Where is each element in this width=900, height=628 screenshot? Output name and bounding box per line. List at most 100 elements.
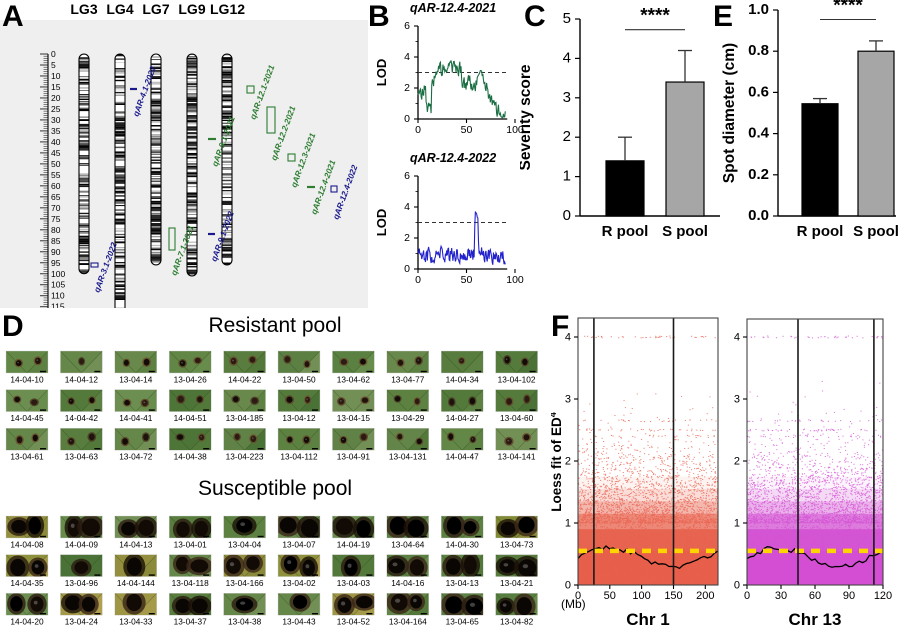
svg-text:13-04-15: 13-04-15 (337, 413, 371, 423)
svg-text:13-04-96: 13-04-96 (65, 578, 99, 588)
svg-text:6: 6 (404, 170, 410, 182)
svg-text:0: 0 (404, 263, 410, 275)
svg-text:0: 0 (734, 580, 740, 592)
svg-text:13-04-112: 13-04-112 (280, 452, 318, 462)
svg-text:14-04-12: 14-04-12 (65, 375, 99, 385)
svg-text:13-04-102: 13-04-102 (498, 375, 536, 385)
svg-text:13-04-21: 13-04-21 (500, 578, 534, 588)
svg-text:1.0: 1.0 (748, 1, 769, 18)
svg-text:10: 10 (51, 71, 61, 81)
svg-text:45: 45 (51, 148, 61, 158)
svg-text:85: 85 (51, 236, 61, 246)
svg-text:13-04-38: 13-04-38 (228, 617, 262, 627)
svg-text:1: 1 (734, 518, 740, 530)
svg-text:30: 30 (51, 115, 61, 125)
svg-text:13-04-60: 13-04-60 (500, 413, 534, 423)
svg-text:14-04-41: 14-04-41 (119, 413, 153, 423)
svg-text:13-04-33: 13-04-33 (119, 617, 153, 627)
svg-text:14-04-30: 14-04-30 (446, 540, 480, 550)
svg-text:S pool: S pool (853, 223, 899, 240)
svg-text:0: 0 (404, 113, 410, 125)
svg-text:150: 150 (664, 590, 682, 602)
svg-text:S pool: S pool (662, 223, 708, 240)
svg-text:60: 60 (51, 181, 61, 191)
svg-text:35: 35 (51, 126, 61, 136)
svg-text:13-04-185: 13-04-185 (226, 413, 264, 423)
svg-text:65: 65 (51, 192, 61, 202)
svg-text:14-04-35: 14-04-35 (10, 578, 44, 588)
svg-text:****: **** (640, 6, 670, 27)
svg-text:0: 0 (415, 274, 421, 286)
svg-text:Severity score: Severity score (520, 64, 534, 170)
svg-text:13-04-37: 13-04-37 (174, 617, 208, 627)
svg-text:2: 2 (404, 82, 410, 94)
svg-text:14-04-19: 14-04-19 (337, 540, 371, 550)
svg-text:6: 6 (404, 20, 410, 32)
svg-text:5: 5 (51, 60, 56, 70)
svg-text:****: **** (833, 0, 863, 17)
svg-text:90: 90 (51, 247, 61, 257)
svg-text:70: 70 (51, 203, 61, 213)
svg-text:13-04-12: 13-04-12 (282, 413, 316, 423)
svg-text:3: 3 (565, 394, 571, 406)
svg-text:3: 3 (734, 394, 740, 406)
svg-text:200: 200 (696, 590, 714, 602)
svg-text:4: 4 (734, 332, 740, 344)
svg-text:Spot diameter (cm): Spot diameter (cm) (721, 43, 738, 183)
svg-text:13-04-26: 13-04-26 (174, 375, 208, 385)
svg-text:14-04-16: 14-04-16 (391, 578, 425, 588)
svg-text:14-04-38: 14-04-38 (174, 452, 208, 462)
svg-text:50: 50 (461, 124, 473, 136)
svg-text:13-04-63: 13-04-63 (65, 452, 99, 462)
svg-text:14-04-09: 14-04-09 (65, 540, 99, 550)
svg-text:13-04-77: 13-04-77 (391, 375, 425, 385)
svg-text:13-04-141: 13-04-141 (498, 452, 536, 462)
svg-text:Chr 13: Chr 13 (789, 610, 842, 628)
svg-text:R pool: R pool (797, 223, 844, 240)
svg-text:14-04-34: 14-04-34 (446, 375, 480, 385)
svg-text:30: 30 (775, 590, 787, 602)
svg-text:95: 95 (51, 258, 61, 268)
svg-text:13-04-91: 13-04-91 (337, 452, 371, 462)
svg-text:4: 4 (404, 201, 410, 213)
svg-text:0: 0 (563, 207, 571, 224)
svg-text:14-04-13: 14-04-13 (119, 540, 153, 550)
svg-text:14-04-08: 14-04-08 (10, 540, 44, 550)
svg-text:0.0: 0.0 (748, 207, 769, 224)
svg-text:110: 110 (51, 291, 65, 301)
svg-text:14-04-20: 14-04-20 (10, 617, 44, 627)
svg-text:0: 0 (565, 580, 571, 592)
svg-text:13-04-13: 13-04-13 (446, 578, 480, 588)
svg-text:14-04-27: 14-04-27 (446, 413, 480, 423)
svg-text:Loess fit of ED4: Loess fit of ED4 (551, 412, 564, 512)
svg-text:0.6: 0.6 (748, 83, 769, 100)
svg-text:2: 2 (734, 456, 740, 468)
svg-text:13-04-02: 13-04-02 (282, 578, 316, 588)
svg-text:Chr 1: Chr 1 (626, 610, 669, 628)
svg-text:13-04-52: 13-04-52 (337, 617, 371, 627)
svg-text:13-04-82: 13-04-82 (500, 617, 534, 627)
svg-text:2: 2 (404, 232, 410, 244)
svg-text:1: 1 (563, 168, 571, 185)
svg-text:100: 100 (632, 590, 650, 602)
svg-text:14-04-22: 14-04-22 (228, 375, 262, 385)
svg-text:50: 50 (51, 159, 61, 169)
svg-text:0: 0 (51, 49, 56, 59)
svg-text:4: 4 (404, 51, 410, 63)
svg-text:14-04-45: 14-04-45 (10, 413, 44, 423)
svg-text:13-04-07: 13-04-07 (282, 540, 316, 550)
svg-text:20: 20 (51, 93, 61, 103)
svg-text:0.4: 0.4 (748, 125, 770, 142)
svg-text:14-04-42: 14-04-42 (65, 413, 99, 423)
svg-text:3: 3 (563, 89, 571, 106)
svg-text:13-04-166: 13-04-166 (226, 578, 264, 588)
svg-text:LOD: LOD (374, 209, 389, 236)
svg-text:2: 2 (563, 128, 571, 145)
svg-text:0: 0 (744, 590, 750, 602)
svg-text:5: 5 (563, 10, 571, 27)
svg-text:115: 115 (51, 302, 65, 308)
svg-text:13-04-164: 13-04-164 (389, 617, 427, 627)
svg-text:R pool: R pool (602, 223, 649, 240)
svg-text:(Mb): (Mb) (561, 597, 586, 611)
svg-text:13-04-50: 13-04-50 (282, 375, 316, 385)
